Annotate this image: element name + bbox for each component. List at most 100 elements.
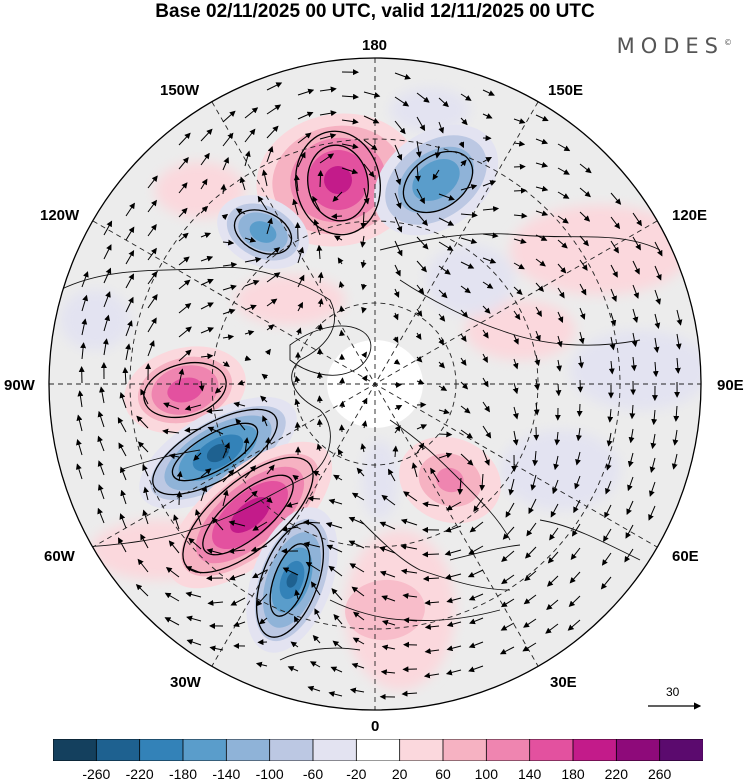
wind-vector (80, 342, 87, 360)
wind-vector (579, 235, 589, 247)
wind-vector (222, 239, 235, 246)
wind-vector (125, 296, 134, 313)
wind-vector (445, 669, 462, 676)
wind-vector (220, 183, 227, 195)
wind-vector (416, 424, 428, 430)
wind-vector (379, 546, 396, 554)
wind-vector (505, 502, 515, 518)
wind-vector (675, 333, 682, 350)
wind-vector (629, 404, 636, 420)
wind-vector (361, 351, 367, 359)
wind-vector (260, 395, 268, 403)
wind-vector (194, 509, 202, 526)
wind-vector (513, 238, 527, 244)
wind-vector (610, 192, 622, 205)
wind-vector (228, 520, 246, 527)
wind-vector (393, 358, 401, 365)
wind-vector (256, 593, 268, 607)
wind-vector (438, 385, 448, 391)
wind-vector (185, 566, 202, 574)
wind-vector (319, 110, 337, 117)
wind-vector (125, 273, 134, 289)
wind-vector (295, 327, 302, 336)
wind-vector (328, 565, 343, 577)
colorbar-tick-label: -220 (125, 766, 154, 782)
wind-vector (432, 169, 440, 181)
wind-vector (239, 176, 246, 191)
wind-vector (610, 312, 617, 327)
wind-vector (178, 207, 188, 218)
wind-vector (173, 514, 180, 530)
wind-vector (309, 661, 321, 668)
colorbar-tick-label: 140 (517, 766, 542, 782)
wind-vector (438, 121, 445, 134)
wind-vector (125, 320, 133, 337)
wind-vector (446, 621, 462, 628)
wind-vector (341, 118, 359, 125)
wind-vector (569, 571, 581, 584)
wind-vector (178, 132, 191, 146)
wind-vector (567, 619, 581, 631)
wind-vector (266, 82, 283, 91)
wind-vector (244, 236, 257, 243)
wind-vector (361, 397, 368, 405)
wind-vector (331, 213, 343, 220)
colorbar-box (225, 739, 271, 761)
wind-vector (606, 432, 613, 447)
wind-vector (460, 405, 471, 414)
wind-vector (528, 498, 537, 515)
wind-vector (632, 308, 639, 324)
wind-vector (222, 308, 236, 315)
wind-vector (317, 298, 324, 308)
wind-vector (512, 406, 519, 420)
wind-vector (446, 501, 462, 511)
wind-vector (416, 284, 425, 295)
wind-vector (363, 115, 380, 124)
wind-vector (237, 379, 246, 386)
wind-vector (482, 157, 492, 163)
wind-vector (165, 566, 180, 578)
wind-vector (482, 206, 500, 212)
wind-vector (533, 402, 540, 416)
wind-vector (394, 240, 403, 257)
lon-label-0: 0 (371, 718, 380, 735)
wind-vector (530, 474, 537, 491)
wind-vector (557, 263, 567, 274)
wind-vector (97, 410, 105, 428)
wind-vector (394, 192, 402, 209)
wind-vector (388, 468, 396, 482)
wind-vector (607, 408, 614, 423)
wind-vector (119, 513, 127, 529)
wind-vector (438, 431, 453, 438)
wind-vector (549, 527, 559, 541)
wind-vector (438, 337, 445, 346)
wind-vector (162, 428, 180, 435)
wind-vector (513, 286, 523, 295)
wind-vector (457, 477, 464, 495)
lon-label-60w: 60W (44, 548, 75, 565)
wind-vector (142, 509, 149, 525)
wind-vector (147, 293, 158, 309)
wind-vector (394, 216, 403, 233)
wind-vector (570, 547, 581, 560)
wind-vector (233, 621, 246, 628)
wind-vector (438, 241, 454, 251)
wind-vector (333, 235, 343, 242)
wind-vector (546, 575, 559, 587)
wind-vector (136, 415, 149, 429)
wind-vector (222, 132, 234, 147)
wind-vector (552, 479, 559, 495)
wind-vector (339, 377, 346, 385)
wind-vector (338, 305, 345, 313)
wind-vector (178, 182, 188, 194)
wind-vector (163, 402, 180, 410)
brand-mark: © (724, 38, 732, 47)
wind-vector (140, 388, 149, 405)
wind-vector (222, 334, 235, 341)
wind-vector (579, 163, 592, 174)
wind-vector (316, 244, 323, 260)
wind-vector (422, 575, 440, 582)
wind-vector (360, 211, 367, 229)
wind-vector (444, 525, 462, 533)
wind-vector (147, 247, 157, 261)
